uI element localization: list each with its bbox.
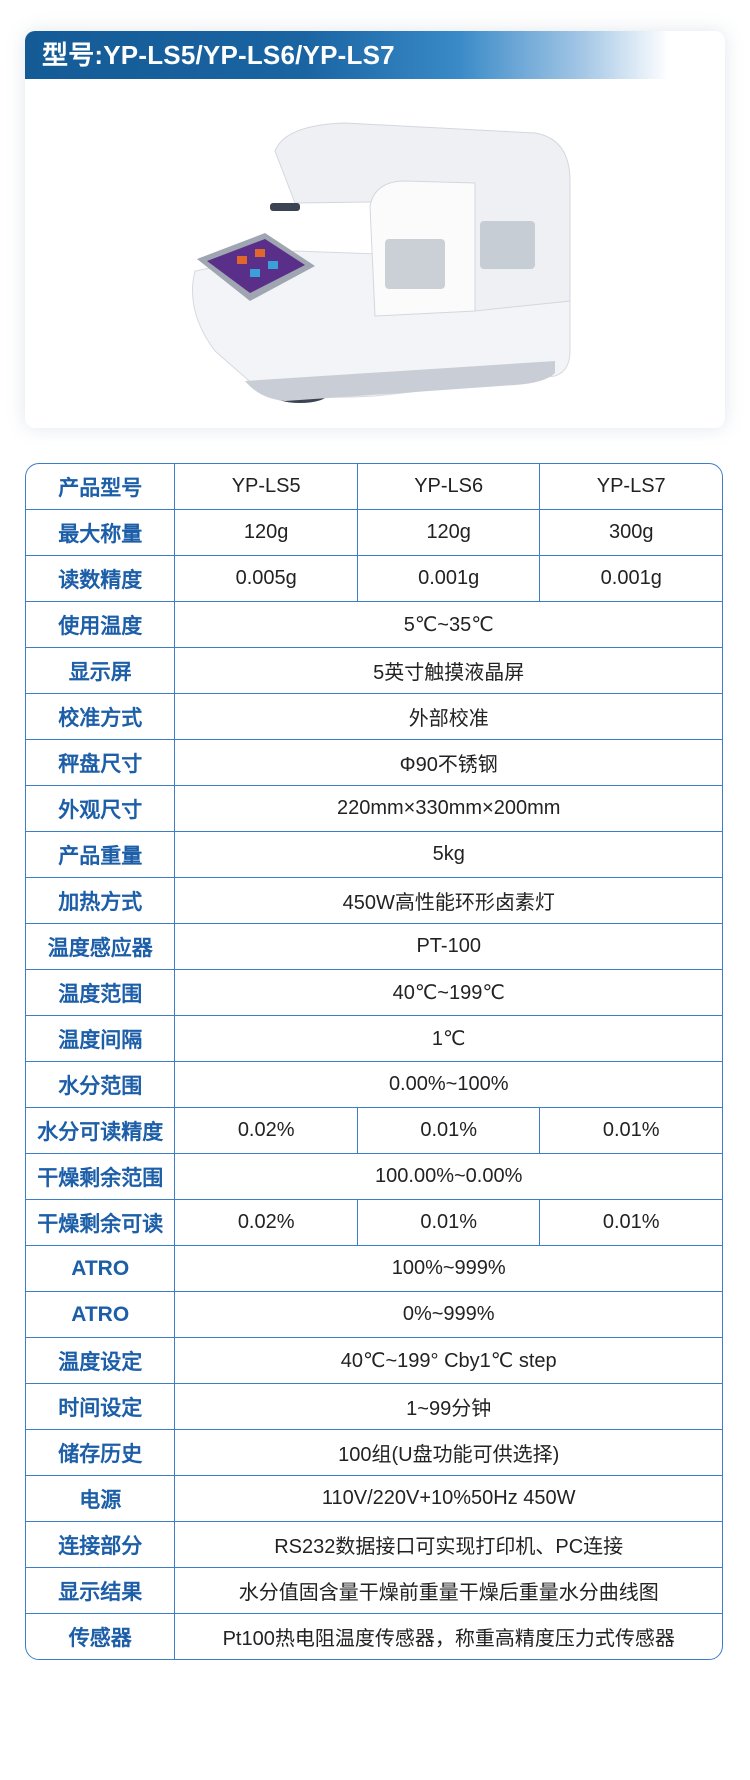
spec-label: 水分可读精度 xyxy=(26,1108,176,1154)
spec-value: YP-LS6 xyxy=(357,464,541,510)
spec-row: 传感器 Pt100热电阻温度传感器，称重高精度压力式传感器 xyxy=(26,1614,722,1659)
spec-value: 1~99分钟 xyxy=(175,1384,722,1430)
spec-row: 干燥剩余可读 0.02% 0.01% 0.01% xyxy=(26,1200,722,1246)
spec-value: 水分值固含量干燥前重量干燥后重量水分曲线图 xyxy=(175,1568,722,1614)
spec-value: YP-LS7 xyxy=(540,464,722,510)
spec-value: 300g xyxy=(540,510,722,556)
spec-value: 5℃~35℃ xyxy=(175,602,722,648)
spec-label: ATRO xyxy=(26,1292,176,1338)
spec-value: 100.00%~0.00% xyxy=(175,1154,722,1200)
spec-table: 产品型号 YP-LS5 YP-LS6 YP-LS7 最大称量 120g 120g 300g 读数… xyxy=(25,463,723,1660)
spec-value: 120g xyxy=(175,510,358,556)
spec-value: 0.01% xyxy=(357,1108,541,1154)
moisture-analyzer-image xyxy=(192,122,571,403)
spec-value: 0.001g xyxy=(540,556,722,602)
spec-row: 温度间隔 1℃ xyxy=(26,1016,722,1062)
spec-label: 秤盘尺寸 xyxy=(26,740,176,786)
spec-label: 连接部分 xyxy=(26,1522,176,1568)
spec-row: 显示屏 5英寸触摸液晶屏 xyxy=(26,648,722,694)
spec-row: 读数精度 0.005g 0.001g 0.001g xyxy=(26,556,722,602)
spec-value: 40℃~199° Cby1℃ step xyxy=(175,1338,722,1384)
spec-row: 产品重量 5kg xyxy=(26,832,722,878)
spec-label: 水分范围 xyxy=(26,1062,176,1108)
spec-label: 显示屏 xyxy=(26,648,176,694)
spec-row: 校准方式 外部校准 xyxy=(26,694,722,740)
spec-value: Φ90不锈钢 xyxy=(175,740,722,786)
spec-label: 外观尺寸 xyxy=(26,786,176,832)
spec-row: 加热方式 450W高性能环形卤素灯 xyxy=(26,878,722,924)
spec-row: 时间设定 1~99分钟 xyxy=(26,1384,722,1430)
spec-row: 储存历史 100组(U盘功能可供选择) xyxy=(26,1430,722,1476)
spec-label: 温度间隔 xyxy=(26,1016,176,1062)
spec-value: PT-100 xyxy=(175,924,722,970)
spec-value: 0.01% xyxy=(540,1108,722,1154)
spec-value: Pt100热电阻温度传感器，称重高精度压力式传感器 xyxy=(222,1628,675,1650)
spec-row: 外观尺寸 220mm×330mm×200mm xyxy=(26,786,722,832)
spec-label: 读数精度 xyxy=(26,556,176,602)
spec-row: ATRO 0%~999% xyxy=(26,1292,722,1338)
spec-value: 220mm×330mm×200mm xyxy=(175,786,722,832)
spec-value: 0.00%~100% xyxy=(175,1062,722,1108)
spec-label: 加热方式 xyxy=(26,878,176,924)
spec-row: 温度设定 40℃~199° Cby1℃ step xyxy=(26,1338,722,1384)
spec-label: 校准方式 xyxy=(26,694,176,740)
spec-value: 0.001g xyxy=(357,556,541,602)
spec-label: 温度感应器 xyxy=(26,924,176,970)
spec-value: 100组(U盘功能可供选择) xyxy=(175,1430,722,1476)
spec-row: 水分可读精度 0.02% 0.01% 0.01% xyxy=(26,1108,722,1154)
spec-label: 干燥剩余范围 xyxy=(26,1154,176,1200)
spec-label: 电源 xyxy=(26,1476,176,1522)
spec-value: 5英寸触摸液晶屏 xyxy=(175,648,722,694)
spec-row: 使用温度 5℃~35℃ xyxy=(26,602,722,648)
spec-label: 传感器 xyxy=(26,1614,176,1659)
spec-label: 产品重量 xyxy=(26,832,176,878)
spec-row: 水分范围 0.00%~100% xyxy=(26,1062,722,1108)
spec-value: 0.005g xyxy=(175,556,358,602)
spec-row: 干燥剩余范围 100.00%~0.00% xyxy=(26,1154,722,1200)
spec-value: 0.02% xyxy=(175,1108,358,1154)
spec-value: 100%~999% xyxy=(175,1246,722,1292)
spec-row: 秤盘尺寸 Φ90不锈钢 xyxy=(26,740,722,786)
product-card: 型号:YP-LS5/YP-LS6/YP-LS7 xyxy=(25,31,725,428)
spec-row: 温度范围 40℃~199℃ xyxy=(26,970,722,1016)
spec-value: 0.01% xyxy=(540,1200,722,1246)
spec-label: 温度设定 xyxy=(26,1338,176,1384)
spec-label: 产品型号 xyxy=(26,464,176,510)
spec-row: 最大称量 120g 120g 300g xyxy=(26,510,722,556)
spec-label: 温度范围 xyxy=(26,970,176,1016)
spec-row: 连接部分 RS232数据接口可实现打印机、PC连接 xyxy=(26,1522,722,1568)
spec-label: 干燥剩余可读 xyxy=(26,1200,176,1246)
spec-value: 110V/220V+10%50Hz 450W xyxy=(175,1476,722,1522)
spec-value: RS232数据接口可实现打印机、PC连接 xyxy=(175,1522,722,1568)
model-title: 型号:YP-LS5/YP-LS6/YP-LS7 xyxy=(25,31,725,79)
spec-value: 外部校准 xyxy=(175,694,722,740)
spec-value: 40℃~199℃ xyxy=(175,970,722,1016)
spec-value: 0%~999% xyxy=(175,1292,722,1338)
spec-label: 显示结果 xyxy=(26,1568,176,1614)
spec-row: 电源 110V/220V+10%50Hz 450W xyxy=(26,1476,722,1522)
spec-row: 产品型号 YP-LS5 YP-LS6 YP-LS7 xyxy=(26,464,722,510)
spec-label: 最大称量 xyxy=(26,510,176,556)
spec-row: 温度感应器 PT-100 xyxy=(26,924,722,970)
spec-label: 时间设定 xyxy=(26,1384,176,1430)
spec-row: ATRO 100%~999% xyxy=(26,1246,722,1292)
spec-label: ATRO xyxy=(26,1246,176,1292)
spec-value: YP-LS5 xyxy=(175,464,358,510)
spec-value: 120g xyxy=(357,510,541,556)
spec-value: 0.02% xyxy=(175,1200,358,1246)
spec-value: 450W高性能环形卤素灯 xyxy=(175,878,722,924)
spec-value: 0.01% xyxy=(357,1200,541,1246)
spec-label: 使用温度 xyxy=(26,602,176,648)
spec-value: 5kg xyxy=(175,832,722,878)
spec-row: 显示结果 水分值固含量干燥前重量干燥后重量水分曲线图 xyxy=(26,1568,722,1614)
spec-value: 1℃ xyxy=(175,1016,722,1062)
spec-label: 储存历史 xyxy=(26,1430,176,1476)
